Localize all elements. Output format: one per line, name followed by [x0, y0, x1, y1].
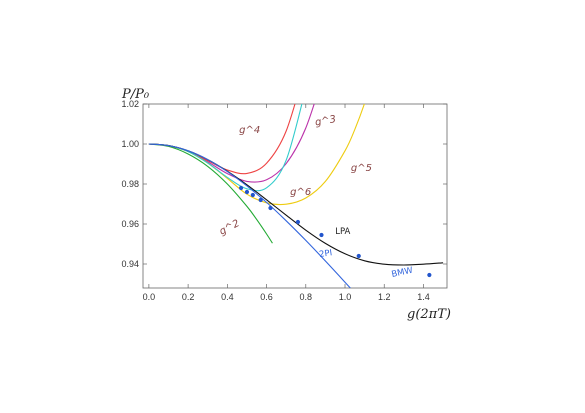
series-line-lpa: [148, 143, 444, 266]
curve-label: g^3: [314, 114, 337, 128]
series-line-g4: [148, 104, 296, 175]
x-tick-label: 0.6: [260, 292, 273, 302]
bmw-points: [238, 185, 432, 278]
series-line-g5: [148, 104, 365, 206]
bmw-point: [250, 192, 255, 198]
y-axis-title: P/P₀: [121, 87, 150, 102]
x-tick-label: 0.4: [221, 292, 234, 302]
x-tick-label: 0.0: [143, 292, 156, 302]
bmw-point: [295, 219, 301, 225]
curve-label: LPA: [335, 227, 350, 237]
bmw-point: [238, 185, 244, 191]
x-tick-label: 0.2: [182, 292, 195, 302]
bmw-point: [319, 232, 324, 238]
bmw-point: [427, 272, 432, 278]
y-tick-label: 0.98: [121, 179, 139, 189]
bmw-point: [244, 189, 250, 195]
x-tick-label: 1.2: [378, 292, 391, 302]
curve-label: g^2: [218, 218, 242, 238]
y-tick-label: 0.94: [121, 259, 139, 269]
curve-label: g^5: [351, 163, 372, 174]
bmw-point: [356, 253, 361, 259]
bmw-point: [258, 197, 263, 203]
series-line-g3: [148, 104, 315, 183]
series-layer: [148, 104, 444, 288]
series-line-2pi: [148, 143, 352, 288]
curve-label: BMW: [391, 266, 415, 280]
x-tick-label: 1.4: [417, 292, 430, 302]
x-tick-label: 0.8: [300, 292, 313, 302]
y-tick-label: 0.96: [121, 219, 139, 229]
y-tick-label: 1.02: [121, 99, 139, 109]
curve-label: g^4: [239, 125, 260, 136]
y-tick-label: 1.00: [121, 139, 139, 149]
ticks: 0.0 0.2 0.4 0.6 0.8 1.0 1.2 1.4 0.94 0.96 0.98 1.00…: [121, 99, 447, 302]
curve-labels: g^2 g^3 g^4 g^5 g^6 LPA 2PI BMW: [218, 114, 415, 280]
x-tick-label: 1.0: [339, 292, 352, 302]
curve-label: 2PI: [319, 248, 333, 260]
curve-label: g^6: [290, 187, 311, 198]
bmw-point: [268, 205, 273, 211]
series-line-g2: [148, 143, 273, 244]
x-axis-title: g(2πT): [407, 307, 451, 322]
